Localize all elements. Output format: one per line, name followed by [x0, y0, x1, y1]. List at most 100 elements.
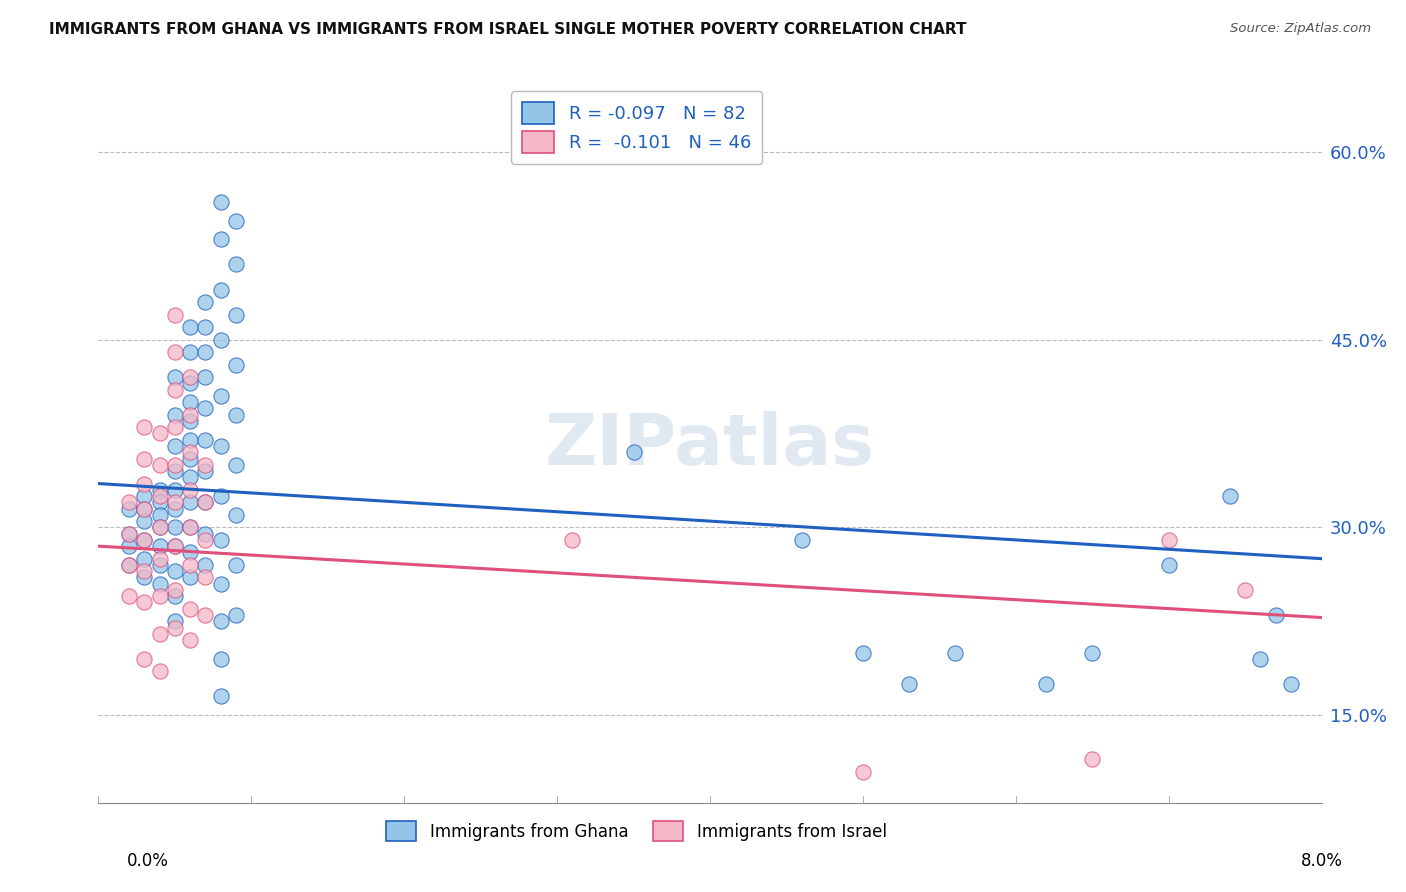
Point [163, 383, 186, 397]
Point [118, 501, 141, 516]
Point [134, 501, 156, 516]
Point [163, 520, 186, 534]
Point [149, 665, 172, 679]
Point [179, 370, 201, 384]
Text: Source: ZipAtlas.com: Source: ZipAtlas.com [1230, 22, 1371, 36]
Point [163, 483, 186, 497]
Point [209, 614, 232, 628]
Point [134, 652, 156, 666]
Point [897, 677, 920, 691]
Point [149, 483, 172, 497]
Point [163, 308, 186, 322]
Point [623, 445, 645, 459]
Point [149, 558, 172, 572]
Point [179, 570, 201, 584]
Point [163, 464, 186, 478]
Point [194, 295, 217, 310]
Point [179, 633, 201, 648]
Point [1234, 582, 1257, 597]
Point [790, 533, 813, 547]
Point [179, 320, 201, 334]
Point [163, 621, 186, 635]
Point [225, 558, 247, 572]
Point [134, 514, 156, 528]
Point [561, 533, 583, 547]
Point [179, 520, 201, 534]
Point [225, 257, 247, 271]
Point [194, 533, 217, 547]
Point [179, 376, 201, 391]
Point [118, 589, 141, 603]
Text: 8.0%: 8.0% [1301, 852, 1343, 870]
Point [1081, 646, 1104, 660]
Point [179, 345, 201, 359]
Point [943, 646, 966, 660]
Point [194, 458, 217, 472]
Point [149, 508, 172, 522]
Point [134, 570, 156, 584]
Point [163, 564, 186, 578]
Point [194, 433, 217, 447]
Point [118, 558, 141, 572]
Point [118, 526, 141, 541]
Point [134, 551, 156, 566]
Point [149, 495, 172, 509]
Point [118, 495, 141, 509]
Point [194, 464, 217, 478]
Point [149, 520, 172, 534]
Point [194, 526, 217, 541]
Point [1279, 677, 1302, 691]
Point [225, 607, 247, 622]
Point [179, 495, 201, 509]
Point [163, 501, 186, 516]
Point [149, 551, 172, 566]
Point [194, 401, 217, 416]
Point [209, 389, 232, 403]
Point [209, 333, 232, 347]
Point [1219, 489, 1241, 503]
Point [194, 607, 217, 622]
Point [194, 558, 217, 572]
Point [209, 283, 232, 297]
Point [163, 439, 186, 453]
Point [179, 545, 201, 559]
Text: ZIPatlas: ZIPatlas [546, 411, 875, 481]
Point [1157, 558, 1180, 572]
Point [149, 489, 172, 503]
Point [179, 558, 201, 572]
Point [134, 533, 156, 547]
Point [209, 533, 232, 547]
Point [179, 395, 201, 409]
Point [118, 539, 141, 553]
Point [225, 508, 247, 522]
Point [163, 589, 186, 603]
Point [225, 308, 247, 322]
Point [163, 408, 186, 422]
Point [209, 232, 232, 246]
Point [179, 451, 201, 466]
Point [1264, 607, 1286, 622]
Point [134, 451, 156, 466]
Point [134, 476, 156, 491]
Point [179, 408, 201, 422]
Point [134, 595, 156, 609]
Point [163, 582, 186, 597]
Point [194, 495, 217, 509]
Point [179, 483, 201, 497]
Point [194, 320, 217, 334]
Text: IMMIGRANTS FROM GHANA VS IMMIGRANTS FROM ISRAEL SINGLE MOTHER POVERTY CORRELATIO: IMMIGRANTS FROM GHANA VS IMMIGRANTS FROM… [49, 22, 967, 37]
Point [163, 420, 186, 434]
Point [149, 458, 172, 472]
Point [149, 520, 172, 534]
Point [134, 420, 156, 434]
Legend: Immigrants from Ghana, Immigrants from Israel: Immigrants from Ghana, Immigrants from I… [380, 814, 893, 848]
Text: 0.0%: 0.0% [127, 852, 169, 870]
Point [179, 433, 201, 447]
Point [163, 370, 186, 384]
Point [194, 345, 217, 359]
Point [149, 426, 172, 441]
Point [209, 439, 232, 453]
Point [149, 627, 172, 641]
Point [225, 213, 247, 227]
Point [225, 408, 247, 422]
